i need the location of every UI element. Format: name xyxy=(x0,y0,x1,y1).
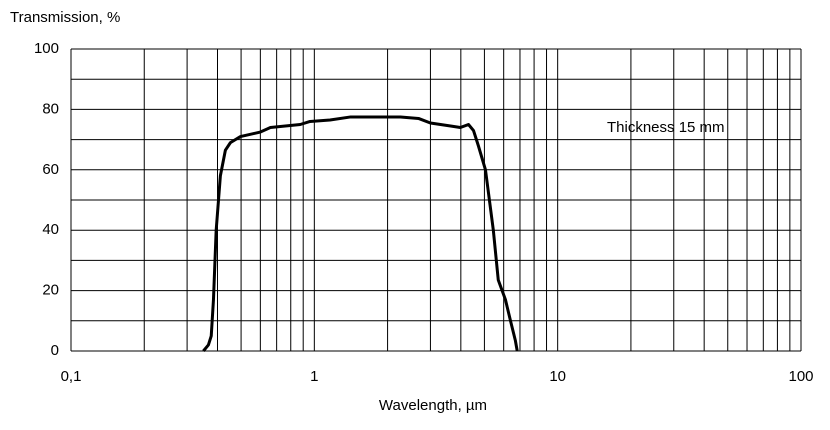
transmission-line xyxy=(202,115,519,352)
x-axis-title: Wavelength, µm xyxy=(379,397,487,414)
y-tick-label: 40 xyxy=(42,221,59,238)
x-tick-label: 1 xyxy=(310,368,318,385)
y-tick-label: 80 xyxy=(42,100,59,117)
y-tick-label: 60 xyxy=(42,161,59,178)
x-tick-label: 0,1 xyxy=(61,368,82,385)
y-axis-title: Transmission, % xyxy=(10,9,120,26)
x-tick-label: 100 xyxy=(788,368,813,385)
x-tick-label: 10 xyxy=(549,368,566,385)
y-tick-label: 0 xyxy=(51,342,59,359)
y-tick-label: 100 xyxy=(34,40,59,57)
annotation: Thickness 15 mm xyxy=(607,119,725,136)
y-tick-label: 20 xyxy=(42,282,59,299)
